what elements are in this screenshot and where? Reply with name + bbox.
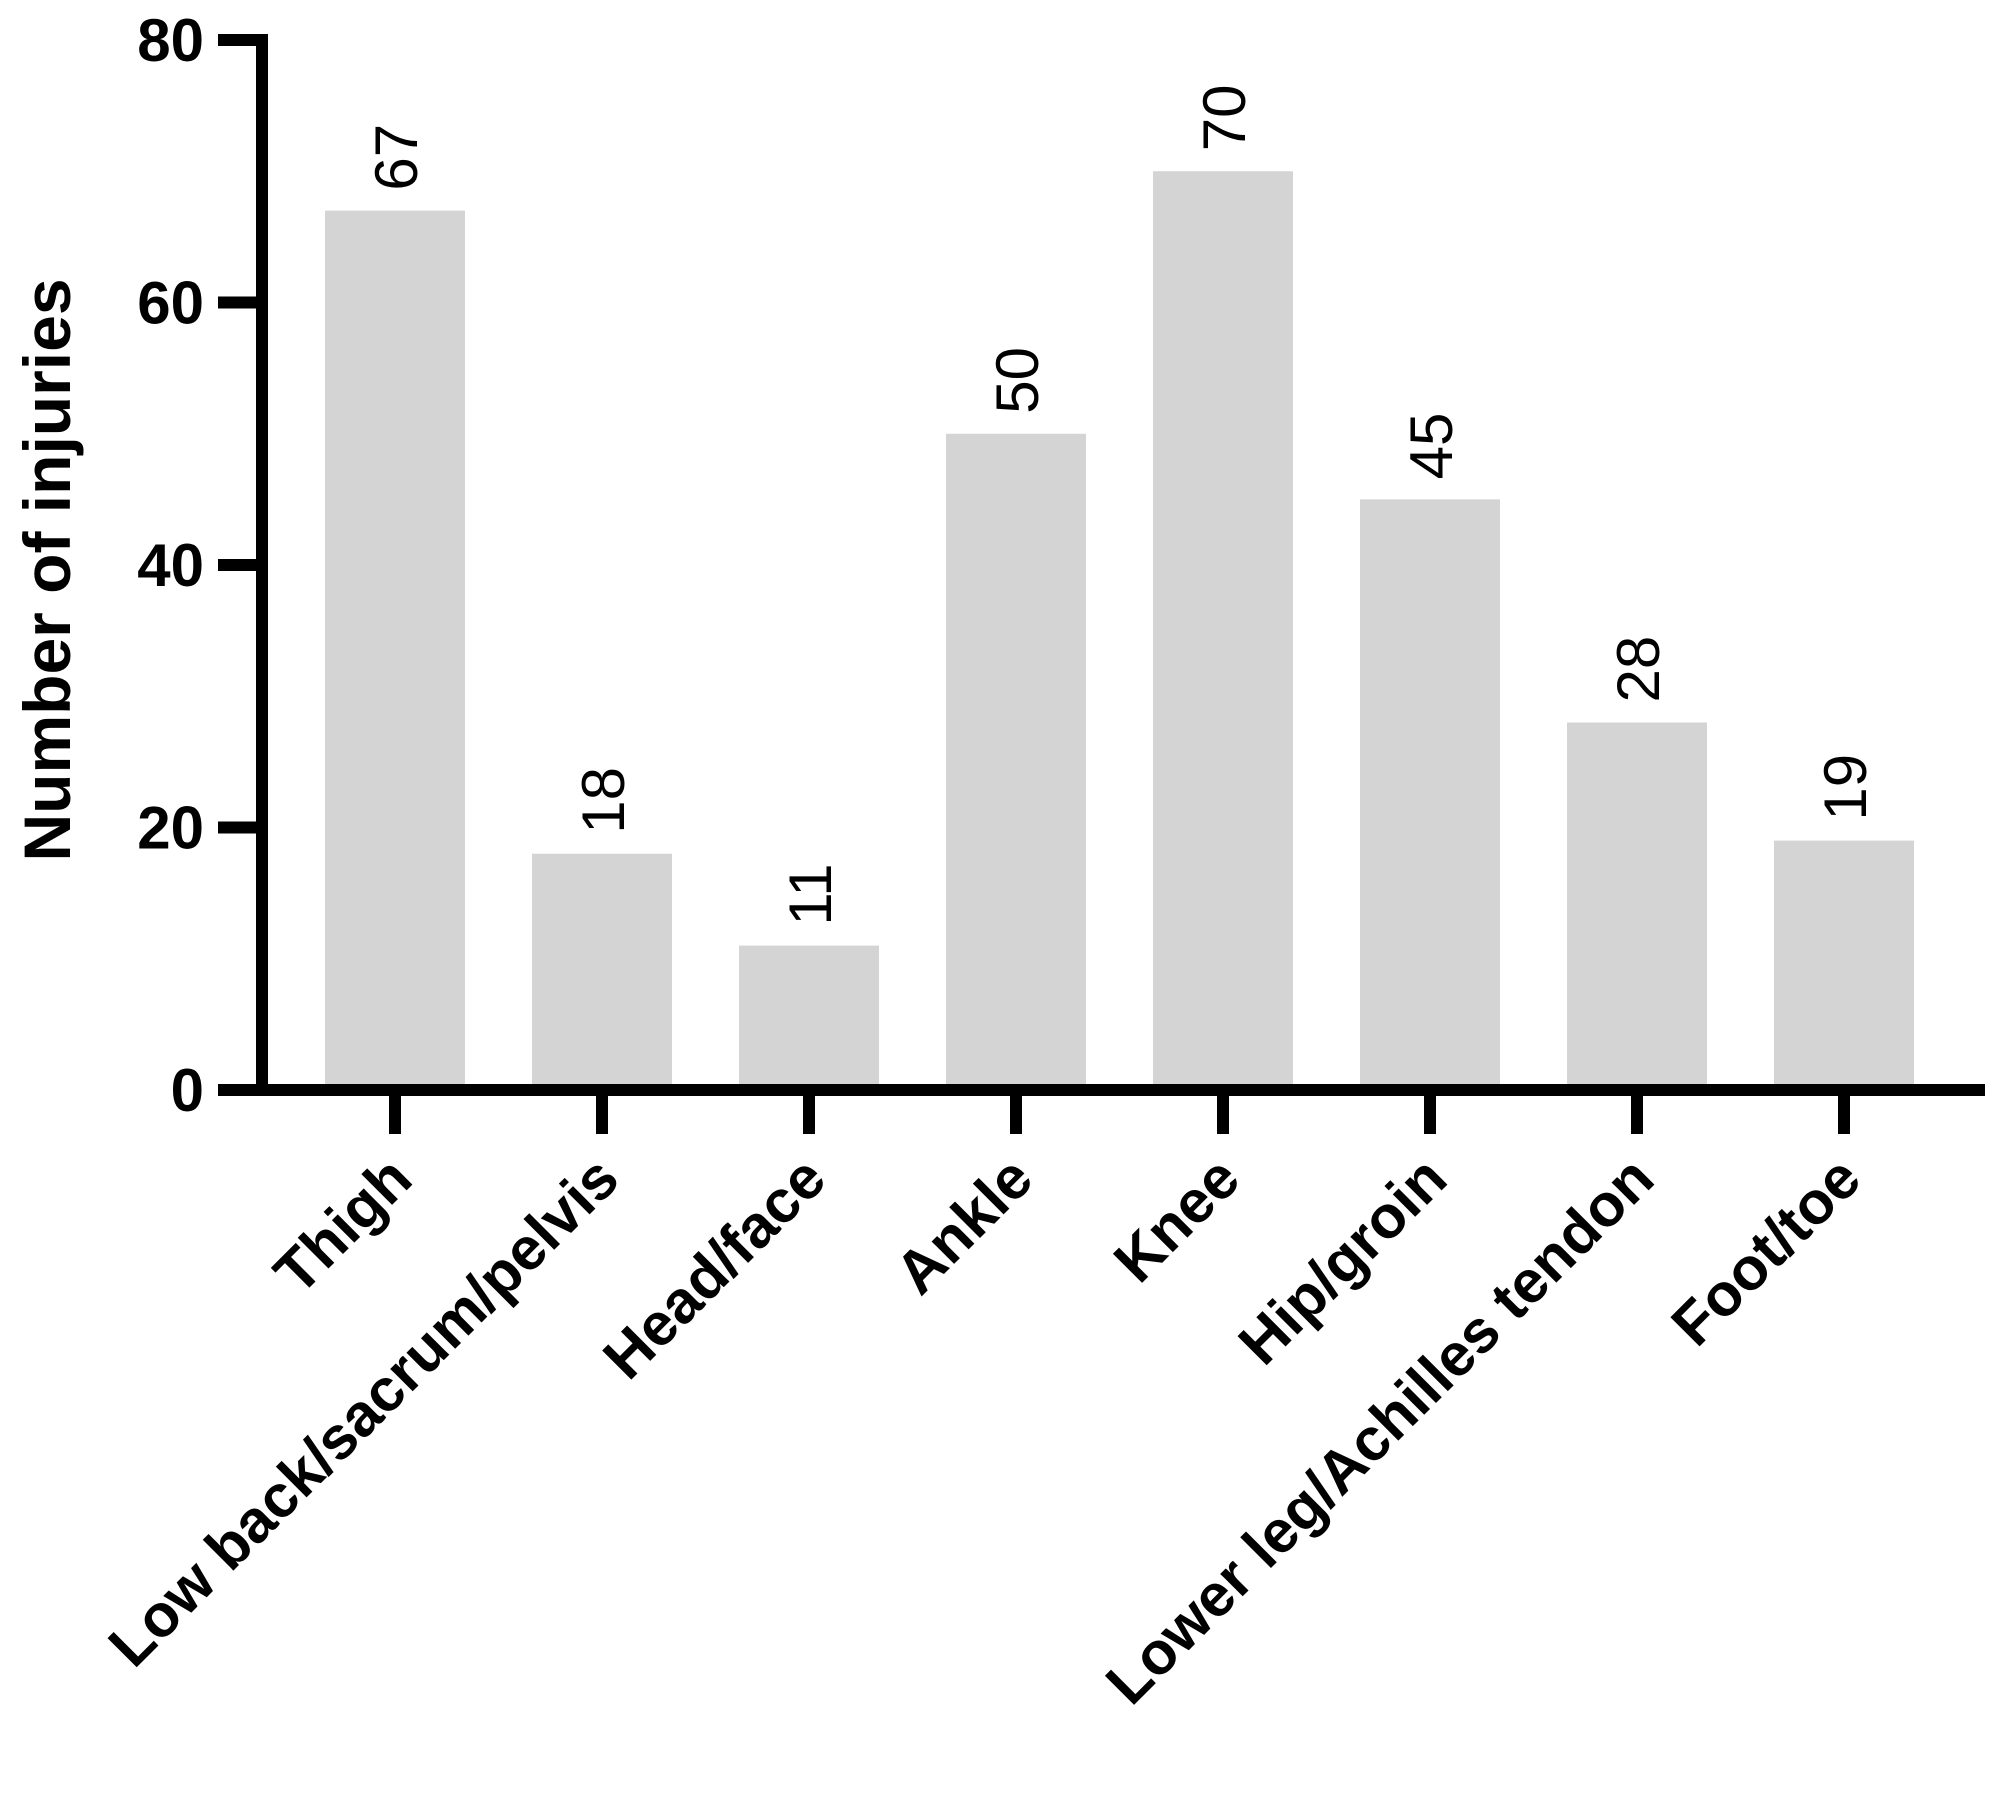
bar bbox=[325, 210, 465, 1090]
y-axis-title: Number of injuries bbox=[10, 278, 84, 861]
y-tick-label: 40 bbox=[137, 532, 204, 599]
axes-layer bbox=[218, 34, 1985, 1134]
data-label: 50 bbox=[984, 347, 1051, 414]
data-label: 19 bbox=[1812, 754, 1879, 821]
y-tick-label: 80 bbox=[137, 7, 204, 74]
bars-layer bbox=[325, 171, 1914, 1090]
bar bbox=[1774, 840, 1914, 1090]
bar bbox=[739, 945, 879, 1090]
data-label: 28 bbox=[1605, 636, 1672, 703]
x-tick-label: Knee bbox=[1101, 1144, 1252, 1295]
data-label: 18 bbox=[570, 767, 637, 834]
data-label: 70 bbox=[1191, 85, 1258, 152]
bar bbox=[532, 853, 672, 1090]
data-label: 67 bbox=[363, 124, 430, 191]
y-tick-label: 20 bbox=[137, 795, 204, 862]
y-tick-label: 0 bbox=[171, 1057, 204, 1124]
y-tick-label: 60 bbox=[137, 270, 204, 337]
x-tick-label: Foot/toe bbox=[1659, 1144, 1874, 1359]
bar bbox=[1360, 499, 1500, 1090]
x-tick-label: Ankle bbox=[882, 1144, 1045, 1307]
data-label: 45 bbox=[1398, 413, 1465, 480]
data-label: 11 bbox=[777, 863, 844, 925]
x-tick-label: Thigh bbox=[261, 1144, 424, 1307]
bar bbox=[1153, 171, 1293, 1090]
x-tick-label: Head/face bbox=[590, 1144, 838, 1392]
bar bbox=[946, 433, 1086, 1090]
bar bbox=[1567, 722, 1707, 1090]
